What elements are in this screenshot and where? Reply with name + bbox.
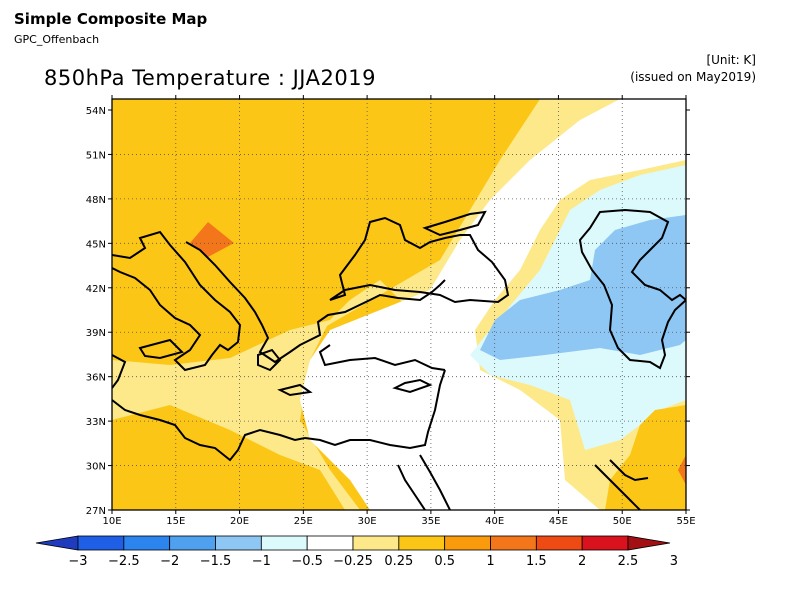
lat-label: 48N xyxy=(86,195,106,206)
page-title: Simple Composite Map xyxy=(14,10,208,28)
lon-label: 15E xyxy=(166,516,185,527)
issued-label: (issued on May2019) xyxy=(630,70,756,84)
colorbar-swatch xyxy=(535,535,583,551)
map-title: 850hPa Temperature : JJA2019 xyxy=(44,66,376,90)
anomaly-region-0.5-1-southeast xyxy=(605,405,686,510)
longitude-labels: 10E 15E 20E 25E 30E 35E 40E 45E 50E 55E xyxy=(102,95,696,527)
colorbar-swatch xyxy=(169,535,216,551)
anomaly-region-1.5-2-southeast xyxy=(678,455,686,485)
colorbar-arrow-high xyxy=(627,535,671,551)
source-label: GPC_Offenbach xyxy=(14,33,100,46)
lon-label: 55E xyxy=(676,516,695,527)
colorbar-label: −0.5 xyxy=(291,554,323,569)
anomaly-region-neutral xyxy=(300,99,686,510)
lat-label: 39N xyxy=(86,328,106,339)
lat-label: 54N xyxy=(86,106,106,117)
lat-label: 33N xyxy=(86,417,106,428)
colorbar-label: 2 xyxy=(578,554,586,569)
latitude-labels: 54N 51N 48N 45N 42N 39N 36N 33N 30N 27N xyxy=(86,106,690,517)
colorbar-label: 0.5 xyxy=(434,554,455,569)
colorbar-label: −2.5 xyxy=(108,554,140,569)
lat-label: 36N xyxy=(86,373,106,384)
map-frame xyxy=(111,98,687,511)
colorbar-swatch xyxy=(581,535,629,551)
colorbar-label: −2 xyxy=(160,554,179,569)
colorbar-label: 2.5 xyxy=(618,554,639,569)
lat-label: 51N xyxy=(86,150,106,161)
colorbar-label: −0.25 xyxy=(333,554,373,569)
colorbar-swatch xyxy=(215,535,262,551)
coastlines xyxy=(112,208,686,510)
colorbar-swatch xyxy=(352,535,400,551)
lon-label: 25E xyxy=(294,516,313,527)
anomaly-field xyxy=(112,99,686,510)
lon-label: 35E xyxy=(421,516,440,527)
lat-label: 42N xyxy=(86,284,106,295)
colorbar-swatch xyxy=(123,535,171,551)
anomaly-region-0.5-1-south xyxy=(112,405,345,510)
colorbar-arrow-low xyxy=(35,535,79,551)
anomaly-region-1-1.5 xyxy=(190,222,234,257)
gridlines xyxy=(112,99,686,510)
anomaly-region-neg-0.5-1 xyxy=(480,215,686,360)
lon-label: 45E xyxy=(549,516,568,527)
lat-label: 27N xyxy=(86,506,106,517)
colorbar-label: 3 xyxy=(670,554,678,569)
colorbar-swatch xyxy=(398,535,446,551)
colorbar-label: 1.5 xyxy=(526,554,547,569)
lat-label: 30N xyxy=(86,462,106,473)
colorbar-label: −1 xyxy=(252,554,271,569)
lon-label: 30E xyxy=(358,516,377,527)
lon-label: 40E xyxy=(485,516,504,527)
colorbar-label: 1 xyxy=(486,554,494,569)
colorbar-label: 0.25 xyxy=(384,554,413,569)
colorbar xyxy=(35,535,671,551)
colorbar-swatch xyxy=(306,535,354,551)
colorbar-label: −1.5 xyxy=(200,554,232,569)
unit-label: [Unit: K] xyxy=(706,53,756,67)
colorbar-label: −3 xyxy=(68,554,87,569)
lat-label: 45N xyxy=(86,239,106,250)
colorbar-swatch xyxy=(490,535,537,551)
colorbar-swatch xyxy=(260,535,308,551)
lon-label: 10E xyxy=(102,516,121,527)
lon-label: 50E xyxy=(613,516,632,527)
colorbar-swatch xyxy=(77,535,125,551)
colorbar-labels: −3 −2.5 −2 −1.5 −1 −0.5 −0.25 0.25 0.5 1 1.5 2 2.5 3 xyxy=(68,554,678,569)
lon-label: 20E xyxy=(230,516,249,527)
colorbar-swatch xyxy=(444,535,491,551)
